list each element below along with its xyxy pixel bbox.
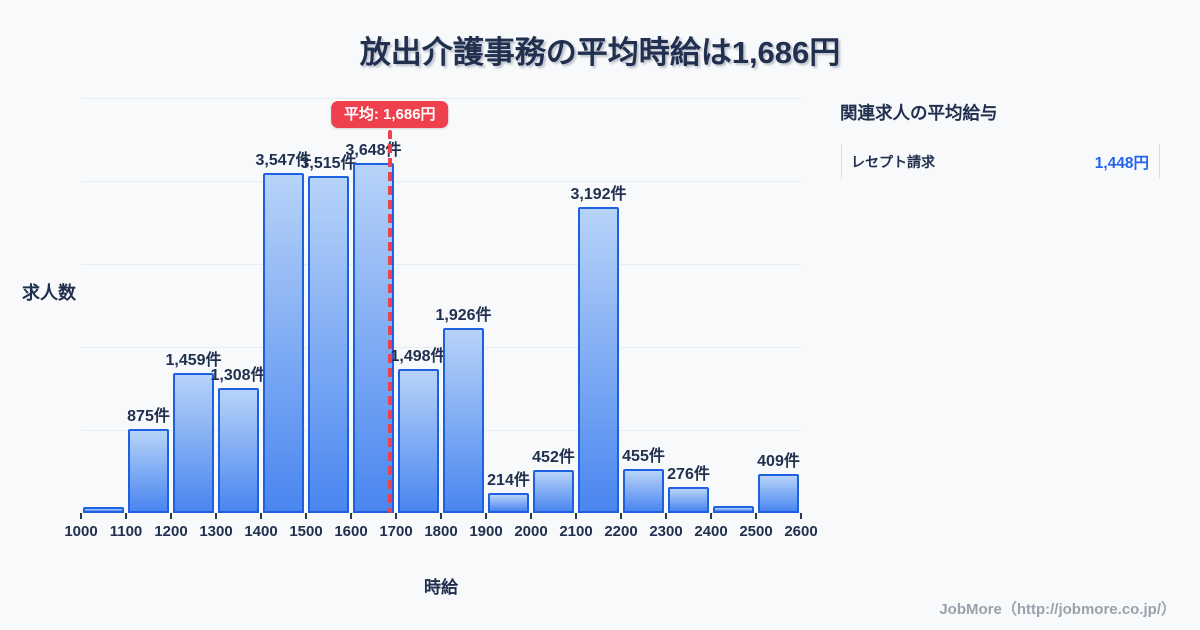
x-tick-label: 1500 bbox=[289, 523, 323, 540]
x-tick-label: 1300 bbox=[199, 523, 233, 540]
y-axis-title: 求人数 bbox=[22, 283, 76, 303]
bar bbox=[623, 469, 664, 513]
bar bbox=[353, 163, 394, 513]
bar bbox=[578, 207, 619, 513]
bar-value-label: 452件 bbox=[532, 448, 575, 466]
x-tick-label: 2500 bbox=[739, 523, 773, 540]
x-tick-label: 1900 bbox=[469, 523, 503, 540]
x-tick-label: 1600 bbox=[334, 523, 368, 540]
average-badge: 平均: 1,686円 bbox=[330, 101, 449, 128]
bar-value-label: 1,459件 bbox=[165, 352, 222, 370]
x-tick-label: 1000 bbox=[64, 523, 98, 540]
gridline bbox=[81, 347, 801, 348]
bar bbox=[488, 492, 529, 513]
bar bbox=[443, 328, 484, 513]
related-job-label: レセプト請求 bbox=[851, 153, 935, 170]
x-tick-mark bbox=[260, 513, 262, 519]
bar-value-label: 3,192件 bbox=[570, 186, 627, 204]
x-tick-mark bbox=[575, 513, 577, 519]
bar bbox=[308, 176, 349, 513]
x-tick-mark bbox=[350, 513, 352, 519]
bar-value-label: 409件 bbox=[757, 452, 800, 470]
x-tick-mark bbox=[305, 513, 307, 519]
x-tick-mark bbox=[80, 513, 82, 519]
related-jobs-panel-title: 関連求人の平均給与 bbox=[840, 103, 998, 123]
bar bbox=[263, 173, 304, 513]
bar bbox=[218, 387, 259, 513]
x-tick-mark bbox=[710, 513, 712, 519]
average-line bbox=[387, 130, 392, 513]
bar bbox=[398, 369, 439, 513]
x-tick-label: 1100 bbox=[109, 523, 143, 540]
gridline bbox=[81, 264, 801, 265]
bar-value-label: 1,308件 bbox=[210, 366, 267, 384]
x-tick-label: 1700 bbox=[379, 523, 413, 540]
x-tick-mark bbox=[395, 513, 397, 519]
gridline bbox=[81, 181, 801, 182]
x-tick-mark bbox=[125, 513, 127, 519]
bar bbox=[668, 486, 709, 513]
x-tick-label: 2300 bbox=[649, 523, 683, 540]
x-tick-label: 2600 bbox=[784, 523, 818, 540]
x-tick-label: 1800 bbox=[424, 523, 458, 540]
x-tick-mark bbox=[530, 513, 532, 519]
x-tick-label: 1200 bbox=[154, 523, 188, 540]
related-job-value: 1,448円 bbox=[1094, 154, 1149, 172]
x-tick-mark bbox=[215, 513, 217, 519]
plot-area: 875件 1,459件 1,308件 3,547件 3,515件 3,648件 1,498件… bbox=[64, 98, 818, 540]
x-tick-label: 2100 bbox=[559, 523, 593, 540]
bar-value-label: 875件 bbox=[127, 408, 170, 426]
gridline bbox=[81, 430, 801, 431]
x-tick-mark bbox=[485, 513, 487, 519]
x-tick-mark bbox=[800, 513, 802, 519]
bar bbox=[83, 507, 124, 513]
bar-value-label: 276件 bbox=[667, 465, 710, 483]
bar bbox=[758, 473, 799, 513]
x-tick-label: 2200 bbox=[604, 523, 638, 540]
related-job-row: レセプト請求 1,448円 bbox=[841, 144, 1160, 179]
gridline bbox=[81, 98, 801, 99]
x-tick-mark bbox=[755, 513, 757, 519]
bar bbox=[533, 469, 574, 513]
x-tick-label: 2400 bbox=[694, 523, 728, 540]
bar-value-label: 3,547件 bbox=[255, 152, 312, 170]
x-tick-mark bbox=[170, 513, 172, 519]
bar bbox=[173, 373, 214, 513]
bar-value-label: 3,515件 bbox=[300, 155, 357, 173]
x-tick-mark bbox=[620, 513, 622, 519]
bar-value-label: 3,648件 bbox=[345, 142, 402, 160]
bar bbox=[128, 429, 169, 513]
bar-value-label: 214件 bbox=[487, 471, 530, 489]
bar-value-label: 1,926件 bbox=[435, 307, 492, 325]
page-title: 放出介護事務の平均時給は1,686円 bbox=[359, 35, 841, 70]
footer-credit: JobMore（http://jobmore.co.jp/） bbox=[939, 601, 1176, 618]
x-axis-title: 時給 bbox=[424, 578, 458, 597]
bar-value-label: 1,498件 bbox=[390, 348, 447, 366]
x-tick-label: 2000 bbox=[514, 523, 548, 540]
bar bbox=[713, 505, 754, 513]
x-tick-mark bbox=[665, 513, 667, 519]
x-tick-label: 1400 bbox=[244, 523, 278, 540]
bar-value-label: 455件 bbox=[622, 448, 665, 466]
x-tick-mark bbox=[440, 513, 442, 519]
